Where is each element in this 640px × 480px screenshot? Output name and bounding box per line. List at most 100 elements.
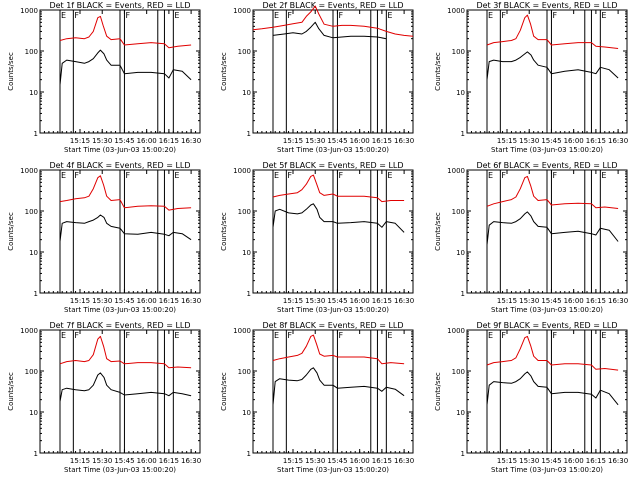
interval-marker-label: F [287,331,292,340]
x-tick-label: 15:30 [519,297,539,305]
interval-marker-label: E [274,331,279,340]
y-tick-label: 100 [452,208,465,216]
y-tick-label: 10 [29,409,38,417]
x-tick-label: 16:30 [608,457,628,465]
x-tick-label: 15:30 [519,137,539,145]
x-tick-label: 15:15 [497,457,517,465]
x-tick-label: 16:00 [564,457,584,465]
x-tick-label: 16:00 [137,457,157,465]
panel-title: Det 7f BLACK = Events, RED = LLD [49,321,190,330]
lld-series-line [486,14,619,49]
x-tick-label: 16:30 [181,457,201,465]
interval-marker-label: F [552,331,557,340]
interval-marker-label: F [287,171,292,180]
x-tick-label: 15:15 [70,297,90,305]
interval-marker-label: F [338,171,343,180]
y-axis-label: Counts/sec [7,52,15,91]
x-tick-label: 16:30 [181,137,201,145]
x-axis-label: Start Time (03-Jun-03 15:00:20) [277,306,389,314]
y-axis-label: Counts/sec [7,212,15,251]
interval-marker-label: F [338,11,343,20]
x-axis-label: Start Time (03-Jun-03 15:00:20) [491,306,603,314]
y-tick-label: 100 [452,48,465,56]
x-tick-label: 15:30 [92,457,112,465]
x-tick-label: 15:45 [327,297,347,305]
y-tick-label: 100 [238,48,251,56]
x-tick-label: 15:15 [497,137,517,145]
interval-marker-label: E [274,11,279,20]
y-tick-label: 100 [238,208,251,216]
lld-series-line [59,335,192,369]
y-axis-label: Counts/sec [220,52,228,91]
x-tick-label: 15:45 [327,137,347,145]
y-tick-label: 10 [456,409,465,417]
y-tick-label: 1000 [447,167,465,175]
panel-title: Det 3f BLACK = Events, RED = LLD [476,1,617,10]
lld-series-line [59,175,192,211]
x-tick-label: 16:15 [372,297,392,305]
x-tick-label: 16:00 [350,457,370,465]
interval-marker-label: E [488,171,493,180]
x-axis-label: Start Time (03-Jun-03 15:00:20) [277,146,389,154]
x-tick-label: 15:15 [283,297,303,305]
x-tick-label: 16:30 [394,137,414,145]
events-series-line [59,372,192,402]
lld-series-line [272,174,405,203]
y-tick-label: 10 [29,89,38,97]
interval-marker-label: F [74,171,79,180]
x-tick-label: 15:15 [70,457,90,465]
interval-marker-label: F [125,11,130,20]
x-tick-label: 16:30 [394,297,414,305]
x-tick-label: 16:15 [159,297,179,305]
x-tick-label: 15:45 [541,457,561,465]
y-axis-label: Counts/sec [434,212,442,251]
lld-series-line [59,15,192,49]
x-tick-label: 16:15 [372,457,392,465]
x-tick-label: 16:15 [159,137,179,145]
y-tick-label: 10 [242,409,251,417]
y-tick-label: 1000 [447,7,465,15]
interval-marker-label: E [601,331,606,340]
y-tick-label: 1 [461,450,465,458]
interval-marker-label: F [74,331,79,340]
y-axis-label: Counts/sec [434,372,442,411]
y-tick-label: 1000 [233,167,251,175]
detector-panel: Det 1f BLACK = Events, RED = LLD 1 10 100 10… [7,1,201,154]
x-tick-label: 15:30 [305,457,325,465]
x-tick-label: 16:30 [394,457,414,465]
interval-marker-label: E [387,171,392,180]
events-series-line [486,51,619,80]
interval-marker-label: E [488,331,493,340]
panel-title: Det 9f BLACK = Events, RED = LLD [476,321,617,330]
x-tick-label: 16:00 [350,137,370,145]
y-tick-label: 10 [242,249,251,257]
interval-marker-label: F [501,331,506,340]
detector-panel: Det 8f BLACK = Events, RED = LLD 1 10 100 10… [220,321,414,474]
x-tick-label: 16:00 [564,297,584,305]
x-tick-label: 16:30 [608,297,628,305]
x-axis-label: Start Time (03-Jun-03 15:00:20) [491,466,603,474]
x-axis-label: Start Time (03-Jun-03 15:00:20) [64,466,176,474]
x-tick-label: 15:45 [541,297,561,305]
x-tick-label: 15:30 [305,297,325,305]
interval-marker-label: E [387,11,392,20]
x-tick-label: 16:00 [350,297,370,305]
y-tick-label: 1 [34,130,38,138]
y-tick-label: 10 [456,249,465,257]
y-tick-label: 1 [247,290,251,298]
lld-series-line [486,335,619,371]
events-series-line [486,211,619,245]
x-tick-label: 15:15 [70,137,90,145]
y-tick-label: 1000 [233,7,251,15]
interval-marker-label: E [274,171,279,180]
y-tick-label: 100 [238,368,251,376]
y-tick-label: 1000 [233,327,251,335]
x-tick-label: 15:30 [92,297,112,305]
panel-title: Det 4f BLACK = Events, RED = LLD [49,161,190,170]
x-tick-label: 15:30 [92,137,112,145]
x-tick-label: 16:15 [586,297,606,305]
x-tick-label: 16:15 [586,457,606,465]
x-tick-label: 15:45 [541,137,561,145]
interval-marker-label: E [174,331,179,340]
